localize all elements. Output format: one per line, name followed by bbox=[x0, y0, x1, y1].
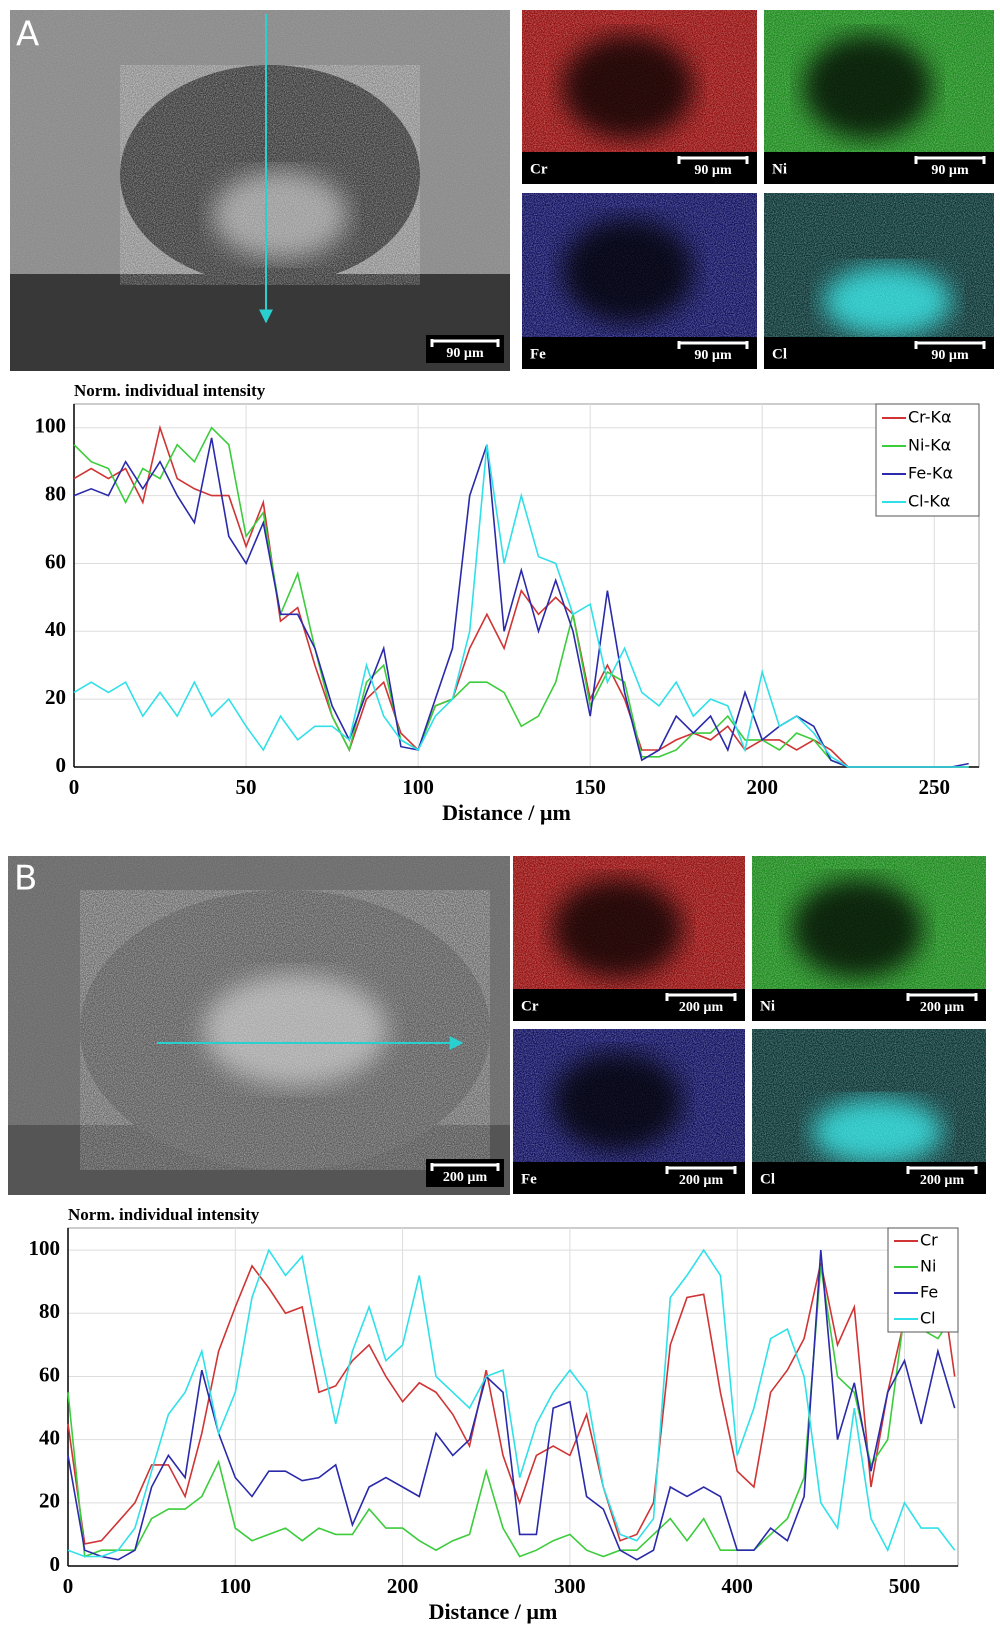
element-label: Cl bbox=[760, 1171, 775, 1187]
scale-label: 90 µm bbox=[694, 348, 732, 363]
eds-map-depleted bbox=[552, 879, 683, 978]
panel-letter: A bbox=[16, 15, 39, 55]
legend-label: Cr bbox=[920, 1231, 938, 1250]
y-tick-label: 100 bbox=[29, 1236, 61, 1260]
legend-label: Fe bbox=[920, 1283, 938, 1302]
series-line bbox=[73, 444, 969, 768]
plot-area bbox=[73, 403, 980, 768]
scale-label: 200 µm bbox=[920, 1000, 965, 1015]
scale-label: 90 µm bbox=[694, 163, 732, 178]
x-axis-title: Distance / µm bbox=[429, 1599, 558, 1624]
y-tick-label: 60 bbox=[39, 1362, 60, 1386]
eds-map-depleted bbox=[803, 34, 932, 140]
element-label: Cr bbox=[530, 161, 548, 177]
element-label: Fe bbox=[521, 1171, 537, 1187]
element-label: Cr bbox=[521, 998, 539, 1014]
y-tick-label: 20 bbox=[39, 1489, 60, 1513]
y-tick-label: 80 bbox=[39, 1299, 60, 1323]
legend-label: Ni bbox=[920, 1257, 936, 1276]
x-tick-label: 100 bbox=[402, 775, 434, 799]
sem-deposit bbox=[212, 171, 348, 259]
legend-label: Fe-Kα bbox=[908, 464, 953, 483]
x-tick-label: 200 bbox=[387, 1574, 419, 1598]
sem-deposit bbox=[202, 974, 388, 1086]
series-line bbox=[67, 1254, 956, 1545]
x-axis-title: Distance / µm bbox=[442, 800, 571, 825]
element-label: Cl bbox=[772, 346, 787, 362]
legend-label: Cl bbox=[920, 1309, 936, 1328]
scale-label: 200 µm bbox=[920, 1173, 965, 1188]
legend-box bbox=[875, 403, 980, 517]
series-line bbox=[67, 1265, 956, 1558]
x-tick-label: 400 bbox=[721, 1574, 753, 1598]
y-tick-label: 0 bbox=[56, 753, 67, 777]
scale-label: 200 µm bbox=[443, 1170, 488, 1185]
series-line bbox=[67, 1248, 956, 1558]
y-tick-label: 40 bbox=[39, 1425, 60, 1449]
x-tick-label: 100 bbox=[220, 1574, 252, 1598]
element-label: Ni bbox=[772, 161, 787, 177]
eds-map-cl-rich bbox=[811, 1098, 943, 1165]
x-tick-label: 200 bbox=[746, 775, 778, 799]
element-label: Fe bbox=[530, 346, 546, 362]
x-tick-label: 300 bbox=[554, 1574, 586, 1598]
x-tick-label: 500 bbox=[889, 1574, 921, 1598]
scale-label: 90 µm bbox=[931, 163, 969, 178]
x-tick-label: 150 bbox=[574, 775, 606, 799]
eds-map-depleted bbox=[552, 1052, 683, 1151]
y-tick-label: 60 bbox=[45, 549, 66, 573]
y-tick-label: 20 bbox=[45, 685, 66, 709]
series-line bbox=[73, 437, 969, 768]
panel-letter: B bbox=[14, 859, 37, 899]
x-tick-label: 50 bbox=[236, 775, 257, 799]
y-tick-label: 80 bbox=[45, 481, 66, 505]
element-label: Ni bbox=[760, 998, 775, 1014]
y-tick-label: 40 bbox=[45, 617, 66, 641]
legend-label: Cl-Kα bbox=[908, 492, 950, 511]
series-line bbox=[73, 424, 969, 768]
legend-box bbox=[887, 1227, 959, 1333]
chart-title: Norm. individual intensity bbox=[74, 381, 266, 400]
scale-label: 200 µm bbox=[679, 1173, 724, 1188]
scale-label: 200 µm bbox=[679, 1000, 724, 1015]
scale-label: 90 µm bbox=[446, 346, 484, 361]
x-tick-label: 250 bbox=[919, 775, 951, 799]
x-tick-label: 0 bbox=[69, 775, 80, 799]
eds-map-depleted bbox=[561, 34, 694, 140]
legend-label: Ni-Kα bbox=[908, 436, 951, 455]
eds-map-depleted bbox=[561, 218, 694, 324]
eds-map-cl-rich bbox=[823, 265, 952, 337]
chart-title: Norm. individual intensity bbox=[68, 1205, 260, 1224]
eds-map-depleted bbox=[791, 879, 923, 978]
y-tick-label: 0 bbox=[50, 1552, 61, 1576]
x-tick-label: 0 bbox=[63, 1574, 74, 1598]
scale-label: 90 µm bbox=[931, 348, 969, 363]
legend-label: Cr-Kα bbox=[908, 408, 952, 427]
y-tick-label: 100 bbox=[35, 414, 67, 438]
series-line bbox=[73, 426, 969, 768]
